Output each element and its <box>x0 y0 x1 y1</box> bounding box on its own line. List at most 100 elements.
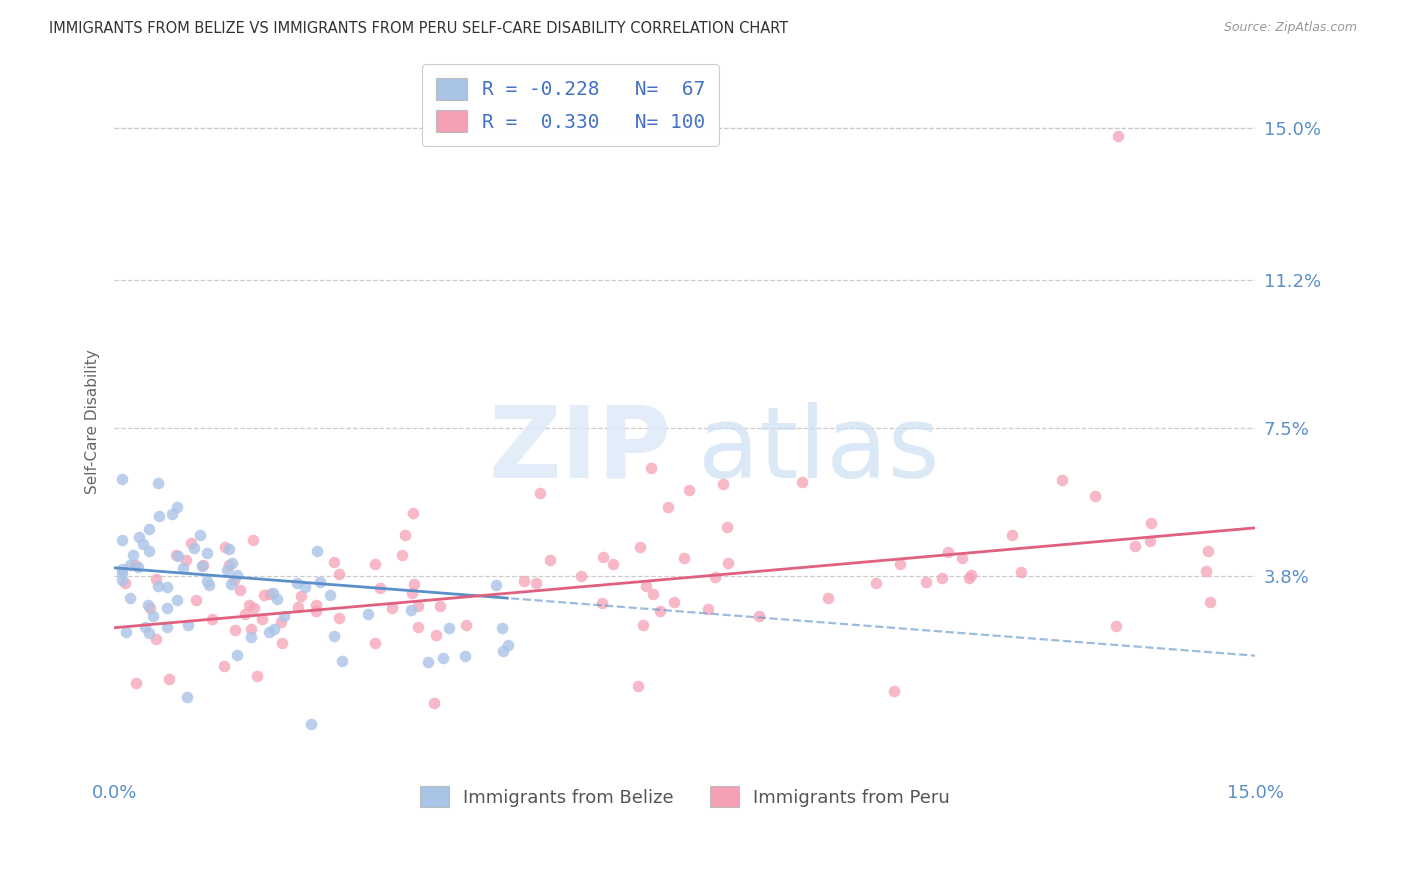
Point <box>408 599 430 613</box>
Point <box>364 635 387 649</box>
Point <box>215 563 238 577</box>
Point <box>364 558 387 572</box>
Point <box>673 551 696 566</box>
Point <box>218 558 240 572</box>
Point <box>139 601 162 615</box>
Point <box>439 621 461 635</box>
Point <box>454 618 477 632</box>
Point <box>641 587 664 601</box>
Point <box>305 598 328 612</box>
Point <box>157 672 180 686</box>
Point <box>160 507 183 521</box>
Point <box>224 574 246 588</box>
Point <box>294 580 316 594</box>
Point <box>287 600 309 615</box>
Point <box>156 601 179 615</box>
Point <box>111 472 134 486</box>
Point <box>127 560 149 574</box>
Point <box>136 598 159 612</box>
Point <box>425 628 447 642</box>
Point <box>648 604 671 618</box>
Point <box>176 690 198 704</box>
Point <box>218 541 240 556</box>
Point <box>1139 533 1161 548</box>
Point <box>1123 539 1146 553</box>
Point <box>1195 564 1218 578</box>
Point <box>305 604 328 618</box>
Point <box>538 553 561 567</box>
Point <box>889 557 911 571</box>
Point <box>262 586 284 600</box>
Point <box>128 530 150 544</box>
Point <box>138 626 160 640</box>
Point <box>678 483 700 498</box>
Point <box>238 599 260 613</box>
Point <box>602 557 624 571</box>
Point <box>242 533 264 547</box>
Point <box>299 716 322 731</box>
Point <box>640 461 662 475</box>
Point <box>309 574 332 589</box>
Point <box>120 558 142 573</box>
Point <box>401 586 423 600</box>
Point <box>305 544 328 558</box>
Point <box>703 570 725 584</box>
Point <box>931 571 953 585</box>
Point <box>190 558 212 573</box>
Point <box>957 571 980 585</box>
Point <box>491 621 513 635</box>
Point <box>142 609 165 624</box>
Point <box>936 544 959 558</box>
Y-axis label: Self-Care Disability: Self-Care Disability <box>86 350 100 494</box>
Point <box>404 577 426 591</box>
Point <box>569 568 592 582</box>
Point <box>883 683 905 698</box>
Point <box>1105 618 1128 632</box>
Point <box>697 601 720 615</box>
Point <box>323 629 346 643</box>
Point <box>221 556 243 570</box>
Point <box>226 567 249 582</box>
Point <box>166 500 188 514</box>
Point <box>145 572 167 586</box>
Point <box>630 540 652 554</box>
Point <box>485 577 508 591</box>
Point <box>239 630 262 644</box>
Point <box>1084 489 1107 503</box>
Point <box>328 567 350 582</box>
Point <box>290 589 312 603</box>
Point <box>285 575 308 590</box>
Point <box>148 508 170 523</box>
Point <box>146 475 169 490</box>
Point <box>111 561 134 575</box>
Point <box>634 579 657 593</box>
Point <box>166 593 188 607</box>
Point <box>253 588 276 602</box>
Point <box>111 566 134 580</box>
Point <box>138 522 160 536</box>
Point <box>1197 543 1219 558</box>
Point <box>270 636 292 650</box>
Point <box>118 591 141 605</box>
Text: ZIP: ZIP <box>488 401 671 499</box>
Point <box>914 575 936 590</box>
Point <box>180 536 202 550</box>
Point <box>172 561 194 575</box>
Point <box>394 528 416 542</box>
Point <box>592 550 614 565</box>
Point <box>156 620 179 634</box>
Text: atlas: atlas <box>699 401 941 499</box>
Point <box>122 548 145 562</box>
Point <box>111 573 134 587</box>
Point <box>529 486 551 500</box>
Point <box>662 595 685 609</box>
Point <box>960 568 983 582</box>
Point <box>1010 566 1032 580</box>
Point <box>1050 474 1073 488</box>
Point <box>747 609 769 624</box>
Point <box>263 622 285 636</box>
Point <box>631 618 654 632</box>
Point <box>226 648 249 662</box>
Point <box>132 537 155 551</box>
Point <box>201 612 224 626</box>
